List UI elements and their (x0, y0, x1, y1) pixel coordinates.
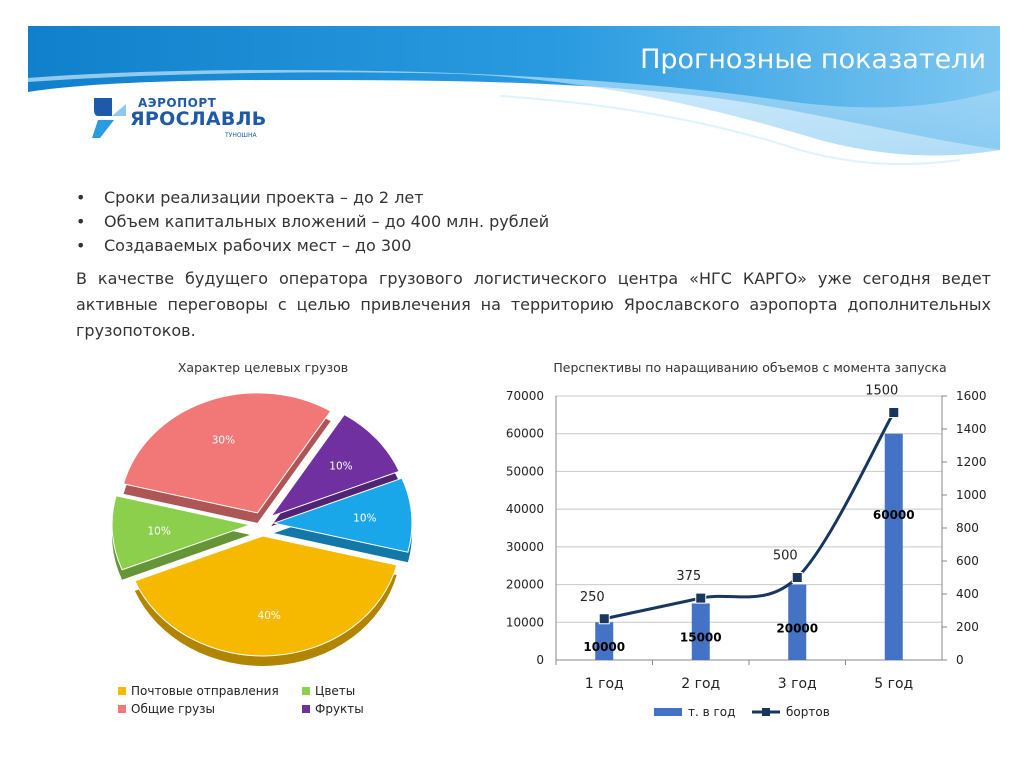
pie-chart: 40% 10% 30% 10% 10% (111, 392, 413, 666)
pie-data-label: 10% (353, 513, 376, 525)
legend-swatch (302, 687, 310, 695)
y-right-tick-label: 1200 (956, 455, 987, 469)
y-right-tick-label: 1000 (956, 488, 987, 502)
y-left-tick-label: 0 (536, 653, 544, 667)
line-marker (888, 407, 900, 418)
bar (691, 603, 710, 660)
line-data-label: 500 (773, 549, 798, 564)
pie-data-label: 40% (258, 610, 281, 622)
y-left-tick-label: 70000 (506, 389, 544, 403)
bar (884, 433, 903, 660)
pie-slice (134, 535, 398, 657)
y-left-tick-label: 40000 (506, 502, 544, 516)
legend-label: т. в год (688, 705, 735, 719)
bar-data-label: 20000 (776, 621, 818, 635)
x-tick-label: 5 год (874, 676, 913, 692)
bar-data-label: 15000 (680, 631, 722, 645)
pie-slice (122, 392, 332, 514)
y-left-tick-label: 10000 (506, 615, 544, 629)
bar (788, 584, 807, 660)
legend-label: бортов (786, 705, 830, 719)
x-tick-label: 3 год (778, 676, 817, 692)
pie-data-label: 10% (147, 525, 170, 537)
header-wave (28, 26, 1000, 166)
logo-top-text: АЭРОПОРТ (138, 96, 217, 110)
description-paragraph: В качестве будущего оператора грузового … (76, 269, 991, 340)
pie-slice (269, 413, 400, 518)
y-right-tick-label: 800 (956, 521, 979, 535)
y-right-tick-label: 400 (956, 587, 979, 601)
airport-logo: АЭРОПОРТ ЯРОСЛАВЛЬ ТУНОШНА (90, 94, 270, 144)
legend-item-fruits: Фрукты (302, 702, 364, 716)
list-item: Создаваемых рабочих мест – до 300 (74, 234, 549, 258)
bar-data-label: 60000 (873, 508, 915, 522)
x-tick-label: 1 год (585, 676, 624, 692)
pie-chart-title: Характер целевых грузов (177, 360, 349, 375)
line-data-label: 250 (580, 590, 605, 605)
pie-slice (272, 477, 413, 553)
legend-swatch-bar (654, 708, 682, 716)
legend-swatch (118, 687, 126, 695)
volume-chart: 0 10000 20000 30000 40000 50000 60000 70000 0 200… (506, 384, 987, 720)
legend-item-mail: Почтовые отправления (118, 684, 279, 698)
legend-item-general: Общие грузы (118, 702, 215, 716)
pie-slice (111, 495, 252, 571)
pie-data-label: 30% (212, 434, 235, 446)
legend-swatch-marker (762, 708, 770, 716)
legend-swatch (302, 705, 310, 713)
y-left-tick-label: 60000 (506, 427, 544, 441)
bar-data-label: 10000 (583, 640, 625, 654)
page-title: Прогнозные показатели (640, 44, 986, 75)
list-item: Сроки реализации проекта – до 2 лет (74, 186, 549, 210)
line-data-label: 375 (676, 569, 701, 584)
y-right-tick-label: 600 (956, 554, 979, 568)
legend-label: Почтовые отправления (131, 684, 279, 698)
y-left-tick-label: 50000 (506, 464, 544, 478)
logo-emblem-icon (92, 98, 126, 138)
y-right-tick-label: 0 (956, 653, 964, 667)
y-left-tick-label: 30000 (506, 540, 544, 554)
legend-swatch (118, 705, 126, 713)
logo-main-text: ЯРОСЛАВЛЬ (130, 108, 267, 130)
y-right-tick-label: 1600 (956, 389, 987, 403)
y-right-tick-label: 1400 (956, 422, 987, 436)
bar (595, 622, 614, 660)
legend-label: Цветы (315, 684, 356, 698)
line-series (603, 411, 896, 621)
legend-label: Общие грузы (131, 702, 216, 716)
line-marker (598, 613, 610, 625)
x-tick-label: 2 год (681, 676, 720, 692)
pie-data-label: 10% (329, 460, 352, 472)
line-marker (695, 592, 707, 604)
line-marker (791, 572, 803, 583)
y-left-tick-label: 20000 (506, 578, 544, 592)
bar-chart-title: Перспективы по наращиванию объемов с мом… (553, 360, 947, 375)
legend-label: Фрукты (315, 702, 364, 716)
logo-sub-text: ТУНОШНА (225, 132, 257, 139)
legend-item-flowers: Цветы (302, 684, 355, 698)
y-right-tick-label: 200 (956, 620, 979, 634)
list-item: Объем капитальных вложений – до 400 млн.… (74, 210, 549, 234)
line-data-label: 1500 (865, 384, 898, 399)
key-facts-list: Сроки реализации проекта – до 2 лет Объе… (74, 186, 549, 258)
